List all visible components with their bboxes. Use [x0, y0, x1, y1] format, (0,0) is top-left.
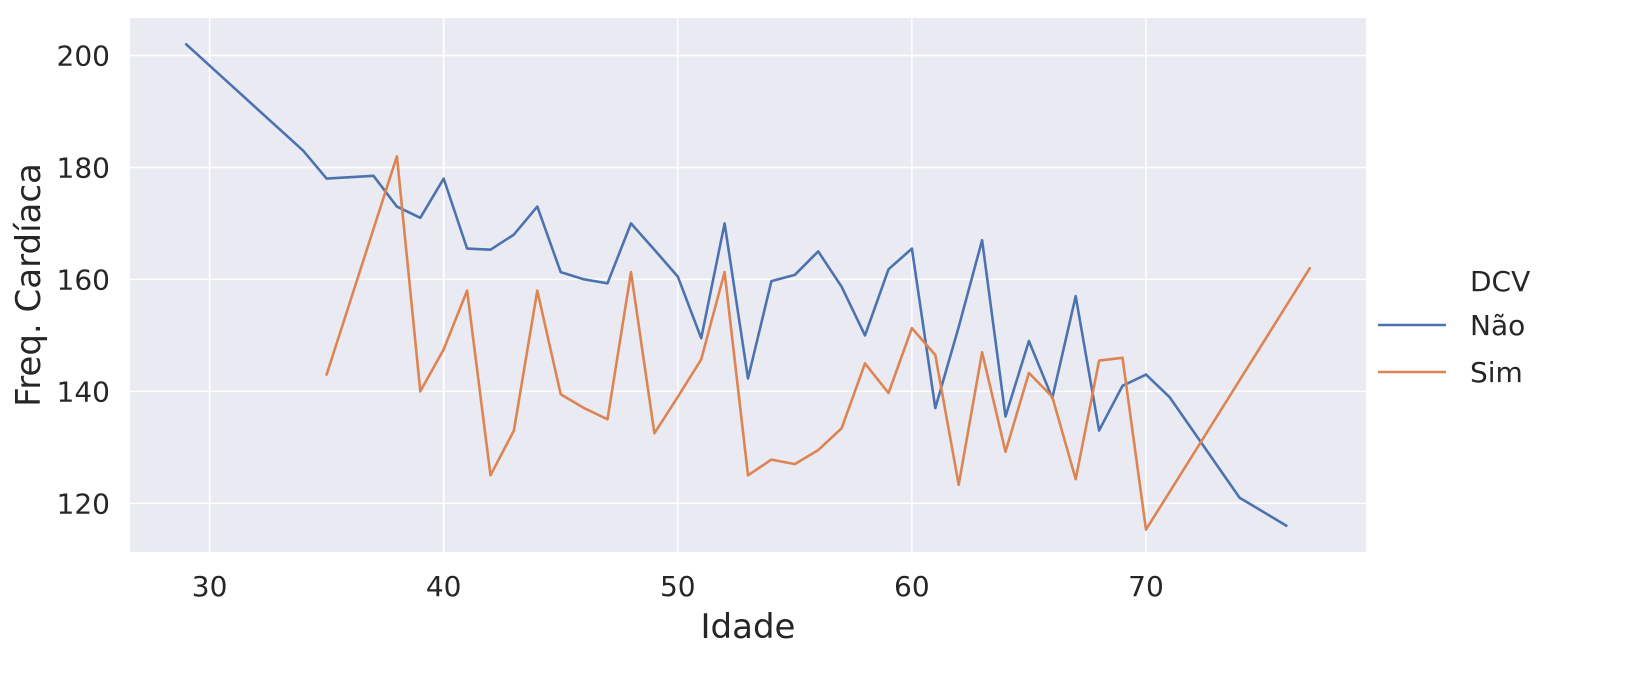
- y-tick-label: 120: [57, 487, 110, 520]
- y-tick-label: 140: [57, 375, 110, 408]
- tick-labels: 30 40 50 60 70 120 140 160 180 200: [57, 40, 1164, 603]
- x-tick-label: 60: [894, 570, 930, 603]
- y-tick-label: 200: [57, 40, 110, 73]
- legend-label-nao: Não: [1470, 309, 1525, 342]
- x-tick-label: 30: [192, 570, 228, 603]
- series-line-sim: [325, 155, 1312, 531]
- x-tick-label: 70: [1128, 570, 1164, 603]
- grid: [130, 18, 1366, 552]
- y-tick-label: 160: [57, 263, 110, 296]
- series-layer: [184, 42, 1312, 531]
- legend-label-sim: Sim: [1470, 356, 1523, 389]
- plot-area: [130, 18, 1366, 552]
- x-tick-label: 40: [426, 570, 462, 603]
- y-tick-label: 180: [57, 151, 110, 184]
- x-axis-label: Idade: [701, 607, 796, 647]
- legend: DCV Não Sim: [1378, 265, 1530, 389]
- x-tick-label: 50: [660, 570, 696, 603]
- y-axis-label: Freq. Cardíaca: [9, 163, 49, 407]
- legend-title: DCV: [1470, 265, 1530, 298]
- series-line-nao: [184, 42, 1288, 528]
